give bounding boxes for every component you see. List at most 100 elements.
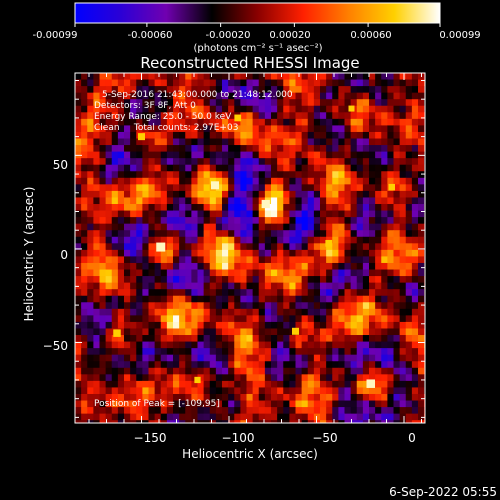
heatmap-cell [320, 79, 327, 87]
heatmap-cell [399, 321, 407, 329]
heatmap-cell [160, 164, 168, 172]
x-axis-label: Heliocentric X (arcsec) [182, 447, 318, 461]
heatmap-cell [191, 92, 198, 100]
heatmap-cell [173, 112, 180, 120]
heatmap-cell [393, 99, 401, 107]
heatmap-cell [105, 204, 113, 211]
heatmap-cell [387, 145, 394, 153]
heatmap-cell [264, 86, 272, 94]
heatmap-cell [375, 99, 382, 107]
heatmap-cell [326, 151, 333, 159]
heatmap-cell [350, 197, 358, 205]
heatmap-cell [228, 112, 235, 120]
heatmap-cell [405, 367, 413, 375]
heatmap-cell [411, 138, 419, 146]
heatmap-cell [307, 171, 315, 179]
heatmap-cell [258, 262, 266, 270]
heatmap-cell [326, 367, 333, 375]
heatmap-cell [160, 204, 168, 211]
heatmap-cell [228, 131, 235, 139]
heatmap-cell [258, 210, 266, 218]
heatmap-cell [338, 361, 345, 369]
heatmap-cell [124, 256, 131, 264]
heatmap-cell [246, 367, 254, 375]
heatmap-cell [313, 164, 321, 172]
heatmap-cell [166, 348, 174, 356]
heatmap-cell [222, 420, 229, 423]
heatmap-cell [93, 407, 100, 415]
heatmap-cell [307, 230, 315, 238]
heatmap-cell [93, 328, 100, 336]
heatmap-cell [105, 145, 113, 153]
heatmap-cell [234, 86, 241, 94]
heatmap-cell [258, 361, 266, 369]
heatmap-cell [326, 131, 333, 139]
heatmap-cell [191, 413, 198, 421]
heatmap-cell [338, 131, 345, 139]
heatmap-cell [338, 393, 345, 401]
heatmap-cell [320, 282, 327, 290]
heatmap-cell [203, 249, 211, 257]
heatmap-cell [228, 302, 235, 310]
heatmap-cell [277, 341, 284, 349]
heatmap-cell [375, 289, 382, 297]
heatmap-cell [240, 86, 247, 94]
heatmap-cell [271, 289, 278, 297]
heatmap-cell [393, 92, 401, 100]
heatmap-cell [375, 367, 382, 375]
heatmap-cell [258, 131, 266, 139]
heatmap-cell [124, 295, 131, 303]
heatmap-cell [271, 348, 278, 356]
heatmap-cell [81, 184, 88, 192]
heatmap-cell [320, 295, 327, 303]
heatmap-cell [215, 269, 223, 277]
heatmap-cell [405, 73, 413, 80]
heatmap-cell [173, 210, 180, 218]
heatmap-cell [418, 184, 425, 192]
heatmap-cell [93, 118, 100, 126]
heatmap-cell [215, 380, 223, 388]
heatmap-cell [160, 151, 168, 159]
heatmap-cell [332, 164, 339, 172]
heatmap-cell [179, 341, 186, 349]
heatmap-cell [191, 99, 198, 107]
heatmap-cell [87, 348, 94, 356]
heatmap-cell [148, 92, 156, 100]
heatmap-cell [179, 171, 186, 179]
heatmap-cell [136, 393, 143, 401]
heatmap-cell [203, 171, 211, 179]
heatmap-cell [111, 99, 119, 107]
heatmap-cell [344, 99, 352, 107]
heatmap-cell [362, 321, 370, 329]
heatmap-cell [105, 380, 113, 388]
heatmap-cell [332, 243, 339, 251]
heatmap-cell [320, 289, 327, 297]
heatmap-cell [111, 184, 119, 192]
heatmap-cell [307, 302, 315, 310]
heatmap-cell [173, 171, 180, 179]
heatmap-cell [381, 269, 388, 277]
heatmap-cell [258, 190, 266, 198]
heatmap-cell [399, 361, 407, 369]
heatmap-cell [234, 138, 241, 146]
heatmap-cell [179, 112, 186, 120]
heatmap-cell [228, 393, 235, 401]
heatmap-cell [405, 321, 413, 329]
heatmap-cell [173, 407, 180, 415]
heatmap-cell [240, 138, 247, 146]
heatmap-cell [271, 262, 278, 270]
heatmap-cell [222, 99, 229, 107]
heatmap-cell [99, 400, 107, 408]
heatmap-cell [136, 99, 143, 107]
heatmap-cell [197, 171, 205, 179]
heatmap-cell [356, 276, 364, 284]
heatmap-cell [320, 112, 327, 120]
heatmap-cell [289, 387, 296, 395]
heatmap-cell [203, 92, 211, 100]
heatmap-cell [154, 99, 162, 107]
heatmap-cell [313, 151, 321, 159]
heatmap-cell [197, 256, 205, 264]
heatmap-cell [148, 184, 156, 192]
heatmap-cell [124, 184, 131, 192]
